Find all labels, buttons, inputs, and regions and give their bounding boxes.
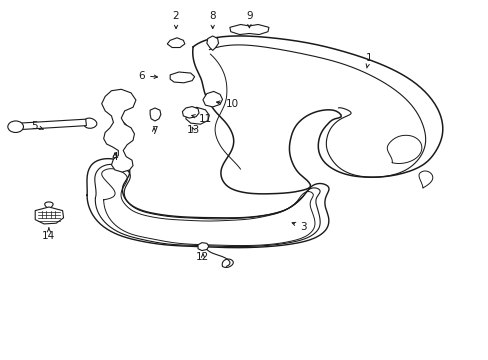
Polygon shape: [167, 38, 184, 48]
Polygon shape: [35, 207, 63, 224]
Polygon shape: [102, 89, 136, 172]
Text: 6: 6: [138, 71, 157, 81]
Text: 5: 5: [31, 121, 43, 131]
Text: 4: 4: [111, 152, 118, 162]
Polygon shape: [185, 107, 209, 124]
Text: 7: 7: [150, 126, 157, 136]
FancyArrow shape: [13, 119, 86, 130]
Text: 13: 13: [186, 125, 200, 135]
Polygon shape: [170, 72, 194, 83]
Text: 3: 3: [291, 222, 306, 232]
Text: 2: 2: [172, 11, 179, 28]
Polygon shape: [198, 243, 208, 251]
Text: 11: 11: [191, 114, 212, 124]
Circle shape: [8, 121, 23, 132]
Text: 10: 10: [216, 99, 238, 109]
Text: 14: 14: [42, 228, 56, 241]
Text: 1: 1: [365, 53, 372, 68]
Polygon shape: [206, 36, 218, 50]
Polygon shape: [203, 91, 222, 107]
Polygon shape: [182, 107, 199, 118]
Text: 12: 12: [196, 252, 209, 262]
Text: 8: 8: [209, 11, 216, 28]
Polygon shape: [229, 24, 268, 35]
Text: 9: 9: [245, 11, 252, 28]
Polygon shape: [150, 108, 161, 121]
